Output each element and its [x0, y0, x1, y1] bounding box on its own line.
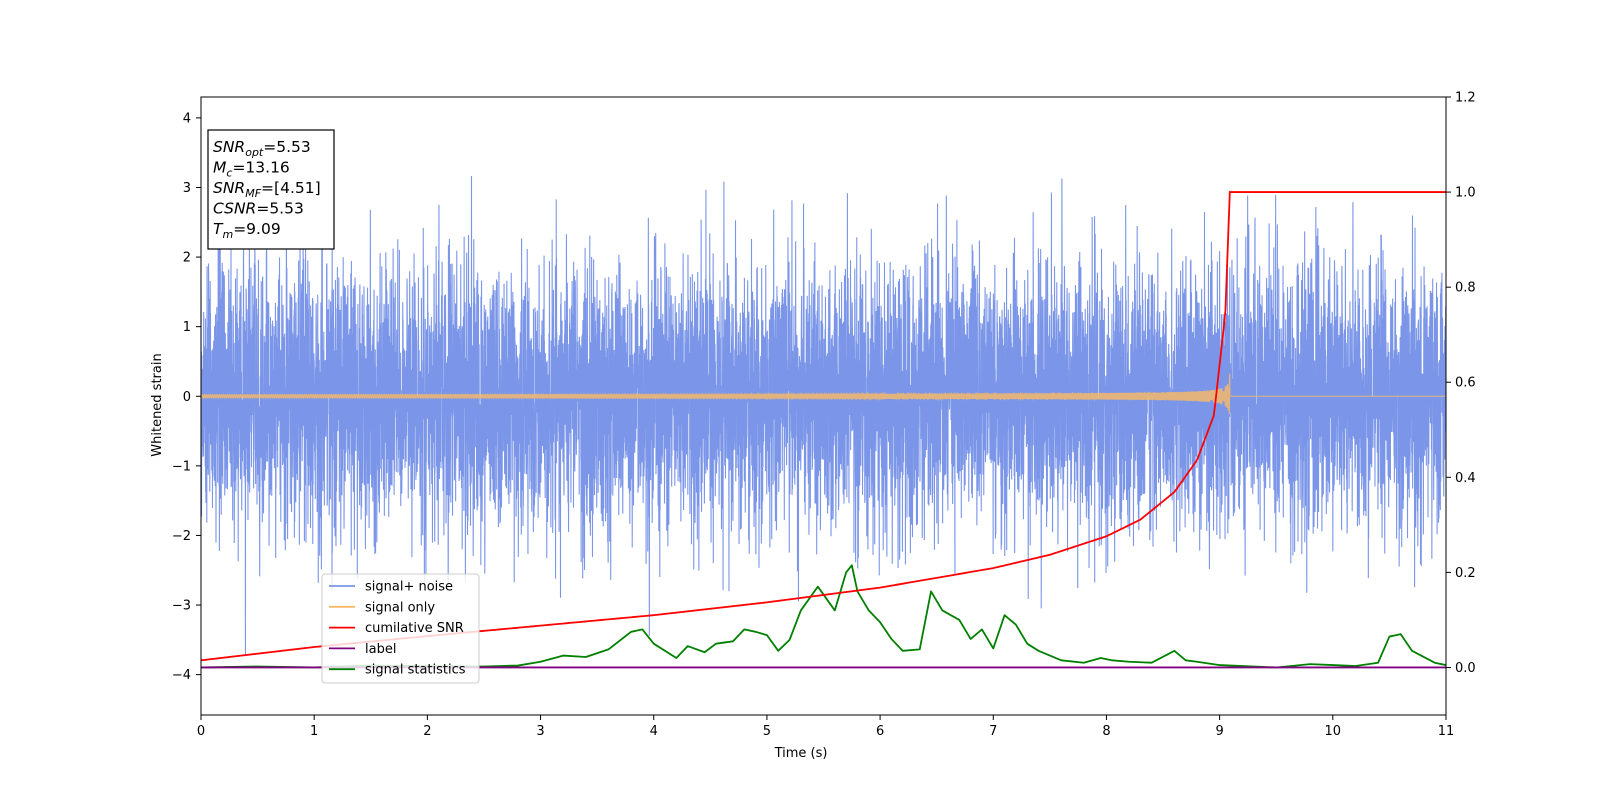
legend-frame	[321, 573, 480, 684]
y-tick-label: 1	[183, 320, 191, 335]
y2-tick-label: 0.2	[1455, 566, 1476, 581]
axes-layer: 0 1 2 3 4 5 6 7 8 9 10 11 −4 −3 −2 −1 0 1 2 3 4 0.0 0.2 0.4 0.6 0…	[172, 91, 1476, 740]
y2-tick-label: 0.4	[1455, 471, 1476, 486]
series-signal-only-line	[201, 373, 1446, 415]
legend-label: cumilative SNR	[365, 621, 464, 636]
y-tick-label: 4	[183, 111, 191, 126]
axes-frame	[200, 96, 1447, 716]
x-tick-label: 10	[1325, 724, 1342, 739]
y-axis-label: Whitened strain	[150, 353, 165, 456]
y-tick-label: 3	[183, 181, 191, 196]
y-tick-label: 2	[183, 251, 191, 266]
y2-tick-label: 0.8	[1455, 281, 1476, 296]
x-tick-label: 9	[1215, 724, 1223, 739]
legend-label: signal only	[365, 600, 435, 615]
x-tick-label: 0	[197, 724, 205, 739]
y-tick-label: −2	[172, 529, 191, 544]
x-axis-label: Time (s)	[774, 746, 828, 761]
y-tick-label: 0	[183, 390, 191, 405]
legend-label: signal+ noise	[365, 580, 453, 595]
legend-label: signal statistics	[365, 663, 466, 678]
y2-tick-label: 1.2	[1455, 91, 1476, 106]
annotation-box-frame	[207, 129, 335, 250]
legend-label: label	[365, 642, 396, 657]
x-tick-label: 11	[1438, 724, 1455, 739]
y-tick-label: −1	[172, 459, 191, 474]
x-tick-label: 7	[989, 724, 997, 739]
y-tick-label: −3	[172, 599, 191, 614]
x-tick-label: 8	[1102, 724, 1110, 739]
x-tick-label: 2	[423, 724, 431, 739]
x-tick-label: 1	[310, 724, 318, 739]
series-signal-statistics-line	[201, 564, 1446, 669]
y2-tick-label: 1.0	[1455, 186, 1476, 201]
y-tick-label: −4	[172, 668, 191, 683]
annotation-line: Tm=9.09	[213, 220, 281, 241]
y2-tick-label: 0.6	[1455, 376, 1476, 391]
annotation-line: SNRMF=[4.51]	[213, 179, 321, 200]
annotation-line: CSNR=5.53	[213, 200, 304, 218]
x-tick-label: 6	[876, 724, 884, 739]
annotation-box: SNRopt=5.53Mc=13.16SNRMF=[4.51]CSNR=5.53…	[207, 129, 335, 250]
annotation-line: SNRopt=5.53	[213, 138, 311, 159]
annotation-line: Mc=13.16	[213, 159, 290, 180]
legend: signal+ noise signal only cumilative SNR la…	[321, 573, 480, 684]
x-tick-label: 3	[536, 724, 544, 739]
x-tick-label: 5	[763, 724, 771, 739]
y2-tick-label: 0.0	[1455, 661, 1476, 676]
series-signal-noise-line	[201, 161, 1446, 656]
x-tick-label: 4	[650, 724, 658, 739]
